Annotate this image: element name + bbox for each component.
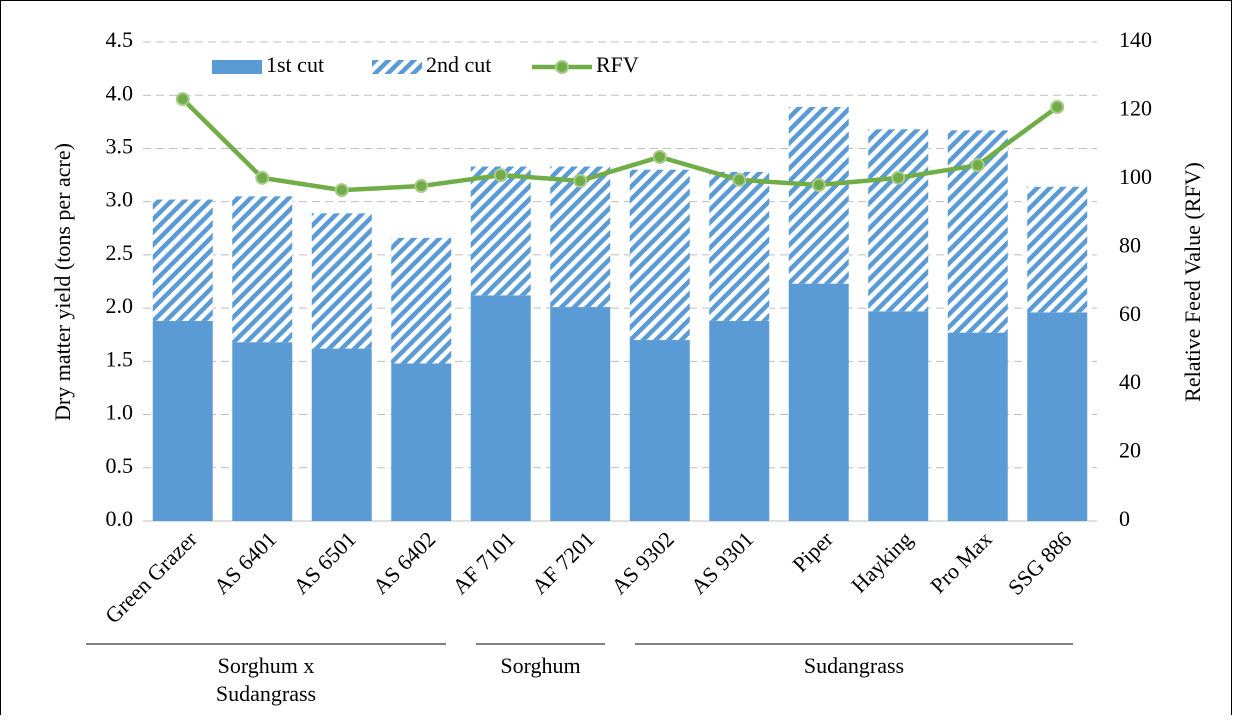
y-tick-label: 1.5 (106, 346, 134, 371)
bar (311, 348, 372, 521)
bar (391, 237, 452, 364)
bar (629, 169, 690, 341)
group-label: Sorghum x (218, 653, 315, 678)
bar (311, 213, 372, 349)
bar (550, 166, 611, 308)
bar (470, 166, 531, 296)
bar (550, 307, 611, 521)
y-tick-label: 3.0 (106, 187, 134, 212)
marker (255, 170, 270, 185)
y-tick-label: 2.0 (106, 293, 134, 318)
bar (788, 106, 849, 284)
bar (788, 283, 849, 521)
y-tick-label: 0.0 (106, 506, 134, 531)
bar (232, 196, 293, 343)
bar (152, 199, 213, 321)
y-tick-label: 3.5 (106, 133, 134, 158)
x-tick-label: AS 6501 (288, 526, 361, 599)
marker (652, 149, 667, 164)
y-tick-label: 4.5 (106, 27, 134, 52)
bar (1027, 186, 1088, 313)
x-tick-label: Piper (787, 526, 838, 577)
y-tick-label: 4.0 (106, 80, 134, 105)
marker (573, 173, 588, 188)
y2-tick-label: 80 (1119, 232, 1141, 257)
bar (947, 332, 1008, 521)
y-tick-label: 0.5 (106, 453, 134, 478)
x-tick-label: AF 7201 (527, 526, 600, 599)
y2-tick-label: 40 (1119, 369, 1141, 394)
marker (732, 172, 747, 187)
y2-tick-label: 120 (1119, 95, 1152, 120)
y2-tick-label: 0 (1119, 506, 1130, 531)
group-label: Sudangrass (804, 653, 904, 678)
legend-label: 2nd cut (426, 52, 491, 77)
line (181, 97, 1059, 193)
marker (493, 168, 508, 183)
legend-swatch (555, 60, 569, 74)
y-axis-title: Dry matter yield (tons per acre) (50, 143, 75, 421)
marker (175, 92, 190, 107)
marker (891, 170, 906, 185)
legend-swatch (372, 60, 422, 74)
x-tick-label: AS 9301 (686, 526, 759, 599)
x-tick-label: SSG 886 (1003, 526, 1076, 599)
legend-label: 1st cut (266, 52, 324, 77)
x-tick-label: Pro Max (925, 526, 997, 598)
x-tick-label: AS 6401 (209, 526, 282, 599)
marker (414, 179, 429, 194)
bar (232, 342, 293, 521)
bar (709, 171, 770, 321)
marker (970, 158, 985, 173)
x-tick-label: AS 9302 (606, 526, 679, 599)
bar (629, 340, 690, 521)
legend-swatch (212, 60, 262, 74)
y-tick-label: 1.0 (106, 400, 134, 425)
group-label: Sudangrass (216, 681, 316, 706)
bar (709, 320, 770, 521)
y2-tick-label: 100 (1119, 164, 1152, 189)
marker (811, 178, 826, 193)
y-tick-label: 2.5 (106, 240, 134, 265)
x-tick-label: Green Grazer (100, 526, 202, 628)
group-label: Sorghum (500, 653, 580, 678)
marker (334, 183, 349, 198)
y2-axis-title: Relative Feed Value (RFV) (1180, 162, 1205, 402)
x-tick-label: AF 7101 (447, 526, 520, 599)
bar (391, 363, 452, 521)
bar (470, 295, 531, 521)
x-tick-label: Hayking (846, 526, 917, 597)
y2-tick-label: 60 (1119, 301, 1141, 326)
y2-tick-label: 140 (1119, 27, 1152, 52)
bar (1027, 312, 1088, 521)
y2-tick-label: 20 (1119, 438, 1141, 463)
bar (152, 320, 213, 521)
marker (1050, 100, 1065, 115)
bar (868, 129, 929, 312)
x-tick-label: AS 6402 (368, 526, 441, 599)
bar (868, 311, 929, 521)
legend-label: RFV (596, 52, 639, 77)
